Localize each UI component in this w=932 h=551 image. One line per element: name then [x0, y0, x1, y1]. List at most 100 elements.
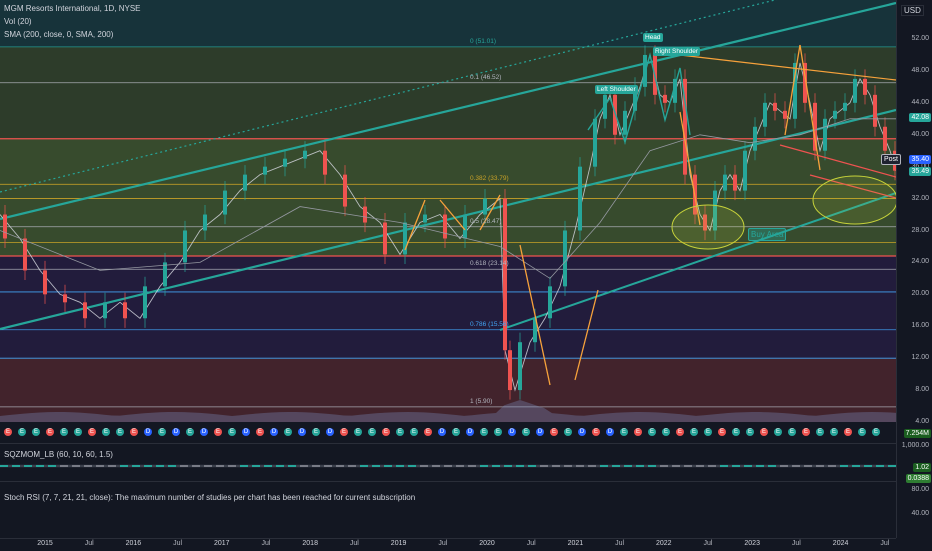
earnings-marker[interactable]: D [326, 428, 334, 436]
price-chart[interactable] [0, 0, 896, 538]
earnings-marker[interactable]: E [18, 428, 26, 436]
earnings-marker[interactable]: E [676, 428, 684, 436]
earnings-marker[interactable]: E [410, 428, 418, 436]
price-tick: 32.00 [911, 194, 929, 202]
earnings-marker[interactable]: D [200, 428, 208, 436]
projection-arrow [439, 199, 466, 231]
zone-band [0, 358, 896, 422]
time-tick: Jul [173, 540, 183, 547]
earnings-marker[interactable]: E [60, 428, 68, 436]
earnings-marker[interactable]: E [662, 428, 670, 436]
earnings-marker[interactable]: E [704, 428, 712, 436]
earnings-marker[interactable]: E [4, 428, 12, 436]
projection-arrow [799, 44, 821, 171]
earnings-marker[interactable]: E [74, 428, 82, 436]
earnings-marker[interactable]: D [270, 428, 278, 436]
symbol-legend[interactable]: MGM Resorts International, 1D, NYSE [4, 4, 141, 13]
earnings-marker[interactable]: E [214, 428, 222, 436]
stoch-legend[interactable]: Stoch RSI (7, 7, 21, 21, close): The max… [4, 493, 416, 502]
earnings-marker[interactable]: E [102, 428, 110, 436]
earnings-marker[interactable]: E [354, 428, 362, 436]
earnings-marker[interactable]: E [228, 428, 236, 436]
currency-button[interactable]: USD [901, 5, 924, 16]
earnings-marker[interactable]: D [466, 428, 474, 436]
earnings-marker[interactable]: E [592, 428, 600, 436]
earnings-marker[interactable]: E [830, 428, 838, 436]
candle-body [823, 118, 827, 151]
earnings-marker[interactable]: E [116, 428, 124, 436]
earnings-marker[interactable]: E [746, 428, 754, 436]
earnings-marker[interactable]: E [844, 428, 852, 436]
earnings-marker[interactable]: E [760, 428, 768, 436]
earnings-marker[interactable]: E [858, 428, 866, 436]
volume-legend[interactable]: Vol (20) [4, 17, 32, 26]
earnings-marker[interactable]: E [284, 428, 292, 436]
earnings-marker[interactable]: E [312, 428, 320, 436]
earnings-marker[interactable]: E [424, 428, 432, 436]
earnings-marker[interactable]: E [186, 428, 194, 436]
earnings-marker[interactable]: D [172, 428, 180, 436]
earnings-marker[interactable]: D [606, 428, 614, 436]
earnings-marker[interactable]: D [508, 428, 516, 436]
sqzmom-dot [180, 465, 188, 467]
price-tick: 52.00 [911, 35, 929, 42]
earnings-marker[interactable]: E [788, 428, 796, 436]
earnings-marker[interactable]: E [690, 428, 698, 436]
earnings-marker[interactable]: E [648, 428, 656, 436]
earnings-marker[interactable]: E [550, 428, 558, 436]
candle-body [203, 214, 207, 231]
earnings-marker[interactable]: E [718, 428, 726, 436]
earnings-marker[interactable]: D [298, 428, 306, 436]
price-tick: 20.00 [911, 290, 929, 298]
earnings-marker[interactable]: E [802, 428, 810, 436]
earnings-marker[interactable]: E [396, 428, 404, 436]
time-axis[interactable]: 2015 Jul 2016 Jul 2017 Jul 2018 Jul 2019 Jul 2020 J… [0, 538, 896, 551]
earnings-marker[interactable]: E [382, 428, 390, 436]
earnings-marker[interactable]: E [522, 428, 530, 436]
sqzmom-dot [168, 465, 176, 467]
earnings-marker[interactable]: E [620, 428, 628, 436]
earnings-marker[interactable]: E [774, 428, 782, 436]
earnings-marker[interactable]: D [438, 428, 446, 436]
price-tick: 8.00 [915, 386, 929, 394]
earnings-marker[interactable]: E [452, 428, 460, 436]
sma-legend[interactable]: SMA (200, close, 0, SMA, 200) [4, 30, 114, 39]
earnings-marker[interactable]: D [144, 428, 152, 436]
sqzmom-dot [588, 465, 596, 467]
earnings-marker[interactable]: E [158, 428, 166, 436]
earnings-marker[interactable]: E [88, 428, 96, 436]
earnings-marker[interactable]: E [634, 428, 642, 436]
earnings-marker[interactable]: E [872, 428, 880, 436]
buy-zone-ellipse [671, 204, 745, 250]
candle-body [243, 174, 247, 191]
earnings-marker[interactable]: E [816, 428, 824, 436]
candle-body [813, 102, 817, 151]
price-tick: 36.00 [911, 163, 929, 170]
earnings-marker[interactable]: E [564, 428, 572, 436]
sqzmom-dot [216, 465, 224, 467]
fib-label: 0.786 (15.56) [470, 320, 509, 328]
sqzmom-dot [372, 465, 380, 467]
earnings-marker[interactable]: D [242, 428, 250, 436]
earnings-marker[interactable]: D [536, 428, 544, 436]
earnings-marker[interactable]: E [480, 428, 488, 436]
earnings-marker[interactable]: E [732, 428, 740, 436]
sqzmom-value2: 0.0388 [905, 474, 931, 483]
earnings-marker[interactable]: E [256, 428, 264, 436]
earnings-marker[interactable]: E [340, 428, 348, 436]
earnings-marker[interactable]: D [578, 428, 586, 436]
earnings-marker[interactable]: E [46, 428, 54, 436]
sqzmom-dot [108, 465, 116, 467]
price-scale[interactable]: USD 52.00 48.00 44.00 40.00 36.00 32.00 28.00 2… [881, 0, 932, 538]
time-tick: Jul [438, 540, 448, 547]
earnings-marker[interactable]: E [368, 428, 376, 436]
fib-label: 0.618 (23.14) [470, 260, 509, 268]
candle-body [833, 110, 837, 119]
sqzmom-legend[interactable]: SQZMOM_LB (60, 10, 60, 1.5) [4, 450, 113, 459]
earnings-marker[interactable]: E [130, 428, 138, 436]
candle-body [303, 150, 307, 159]
sqzmom-dot [468, 465, 476, 467]
earnings-marker[interactable]: E [494, 428, 502, 436]
projection-arrow [404, 199, 426, 251]
earnings-marker[interactable]: E [32, 428, 40, 436]
